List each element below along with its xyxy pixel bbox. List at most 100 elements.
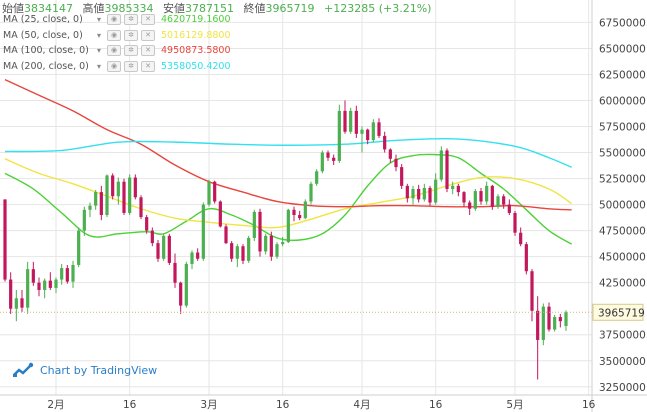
gear-icon[interactable]: ✲ — [124, 60, 139, 72]
close-icon[interactable]: ✕ — [141, 45, 156, 56]
watermark-text: Chart by TradingView — [40, 363, 158, 377]
candle-body — [26, 269, 30, 308]
chevron-down-icon[interactable]: ▾ — [97, 46, 102, 55]
candle-body — [71, 264, 75, 282]
candle-body — [434, 179, 438, 203]
gear-icon[interactable]: ✲ — [124, 14, 139, 25]
legend-value: 5358050.4200 — [161, 60, 231, 72]
candle — [496, 194, 500, 209]
candle — [31, 261, 35, 286]
candle — [122, 178, 126, 216]
legend-row[interactable]: MA (25, close, 0) ▾ ◉ ✲ ✕ 4620719.1600 — [3, 14, 233, 25]
candle — [77, 227, 81, 268]
x-tick-label: 16 — [123, 399, 137, 411]
candle-body — [400, 167, 404, 186]
legend-value: 4950873.5800 — [161, 45, 231, 56]
candle — [48, 272, 52, 290]
candle — [298, 210, 302, 221]
candle-body — [360, 129, 364, 134]
candle — [230, 241, 234, 262]
candle-body — [485, 185, 489, 202]
price-axis[interactable]: 6750000 6500000 6250000 6000000 5750000 55000… — [599, 17, 646, 393]
x-tick-label: 3月 — [200, 399, 217, 411]
eye-icon[interactable]: ◉ — [107, 60, 122, 72]
candle — [65, 264, 69, 284]
candle — [451, 181, 455, 195]
candle — [196, 248, 200, 261]
eye-icon[interactable]: ◉ — [107, 14, 122, 25]
candle — [286, 208, 290, 244]
close-icon[interactable]: ✕ — [141, 60, 156, 72]
x-tick-label: 4月 — [353, 399, 370, 411]
candle-body — [507, 204, 511, 213]
last-price-tag — [592, 303, 644, 321]
candle-body — [479, 191, 483, 202]
candle — [82, 206, 86, 236]
gear-icon[interactable]: ✲ — [124, 45, 139, 56]
moving-average-lines — [4, 79, 573, 245]
candle-body — [207, 181, 211, 205]
legend-row[interactable]: MA (200, close, 0) ▾ ◉ ✲ ✕ 5358050.4200 — [3, 60, 233, 72]
time-axis[interactable]: 2月 16 3月 16 4月 16 5月 16 — [47, 399, 595, 411]
candle-body — [332, 157, 336, 161]
candle-body — [218, 201, 222, 227]
candle — [428, 185, 432, 206]
tradingview-watermark[interactable]: Chart by TradingView — [12, 362, 157, 378]
candle-body — [269, 235, 273, 257]
candle-body — [417, 188, 421, 200]
candle — [371, 119, 375, 143]
candle-body — [167, 235, 171, 263]
candle-body — [451, 185, 455, 189]
candle — [507, 199, 511, 216]
legend-row[interactable]: MA (50, close, 0) ▾ ◉ ✲ ✕ 5016129.8800 — [3, 29, 233, 41]
candle-body — [116, 181, 120, 197]
candle-body — [184, 263, 188, 306]
last-price-label: 3965719 — [598, 307, 645, 319]
candle — [247, 235, 251, 263]
legend-value: 5016129.8800 — [161, 29, 231, 41]
close-icon[interactable]: ✕ — [141, 29, 156, 41]
candle-body — [82, 209, 86, 231]
legend-row[interactable]: MA (100, close, 0) ▾ ◉ ✲ ✕ 4950873.5800 — [3, 45, 233, 56]
candle-body — [519, 232, 523, 245]
candle — [564, 310, 568, 331]
candle-body — [48, 280, 52, 288]
candle-body — [445, 150, 449, 189]
candle-body — [60, 268, 64, 280]
candle-body — [139, 197, 143, 218]
candle — [43, 278, 47, 299]
candle — [405, 183, 409, 203]
candle-body — [3, 199, 7, 280]
candle — [553, 314, 557, 332]
candle — [207, 179, 211, 207]
candle — [252, 209, 256, 242]
legend-name: MA (100, close, 0) — [3, 45, 89, 56]
candle — [400, 164, 404, 189]
candle — [26, 261, 30, 314]
candle-body — [394, 158, 398, 168]
candle-body — [513, 212, 517, 233]
y-tick-label: 4500000 — [599, 252, 646, 264]
eye-icon[interactable]: ◉ — [107, 29, 122, 41]
candle — [145, 215, 149, 234]
y-tick-label: 5000000 — [599, 200, 646, 212]
candle-body — [326, 152, 330, 158]
candle-body — [105, 175, 109, 216]
candle — [502, 194, 506, 209]
candle-body — [54, 279, 58, 288]
legend-actions: ◉ ✲ ✕ — [107, 14, 156, 25]
candle — [88, 202, 92, 218]
chevron-down-icon[interactable]: ▾ — [97, 61, 102, 71]
chevron-down-icon[interactable]: ▾ — [97, 30, 102, 40]
close-label: 終値 — [243, 2, 266, 15]
candle — [354, 105, 358, 138]
eye-icon[interactable]: ◉ — [107, 45, 122, 56]
candle-body — [196, 252, 200, 259]
close-icon[interactable]: ✕ — [141, 14, 156, 25]
gear-icon[interactable]: ✲ — [124, 29, 139, 41]
candle — [343, 100, 347, 134]
candle — [150, 227, 154, 247]
chevron-down-icon[interactable]: ▾ — [97, 15, 102, 24]
